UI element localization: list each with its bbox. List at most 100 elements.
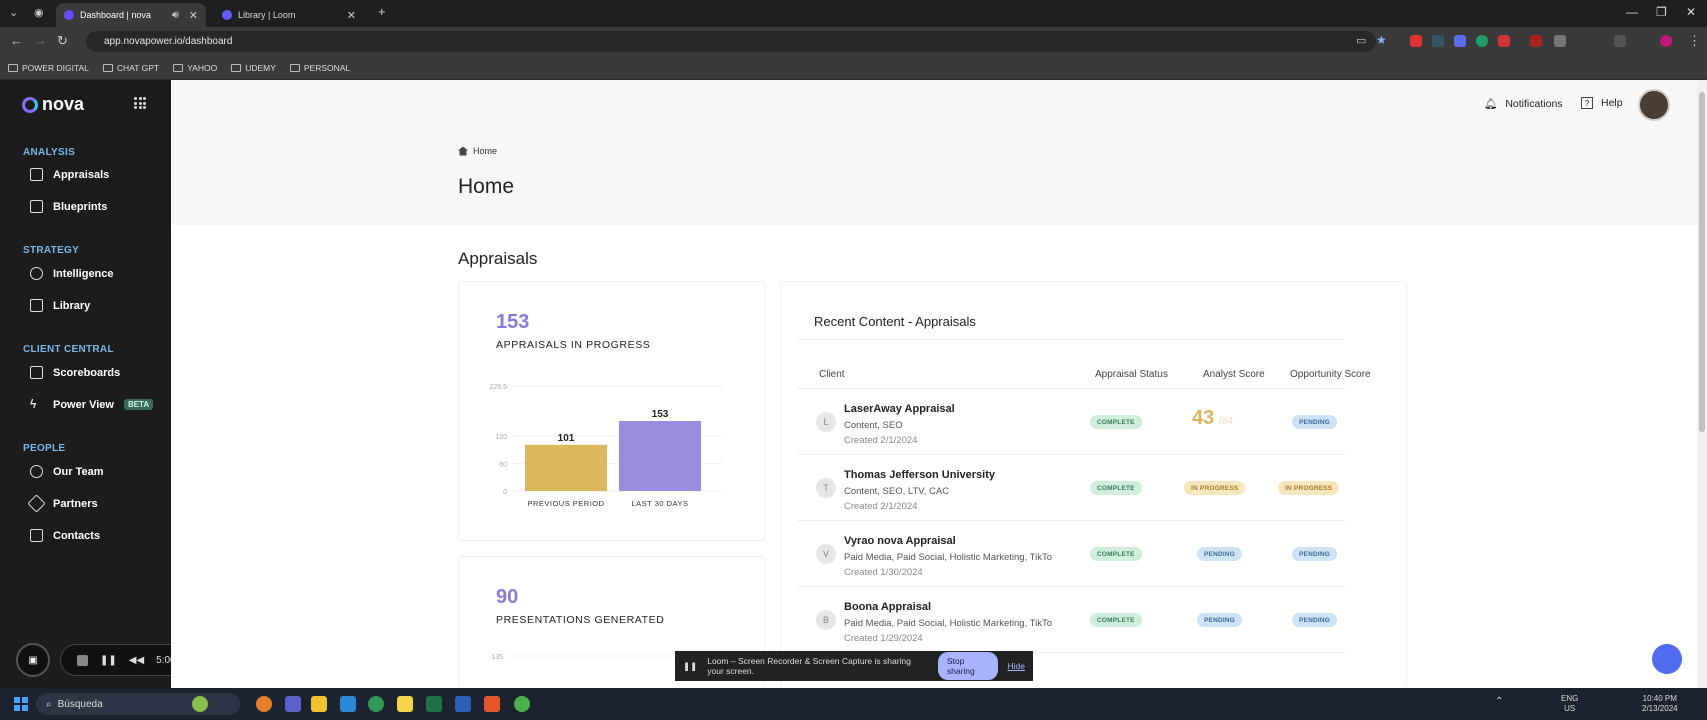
extension-icon[interactable] — [1530, 35, 1542, 47]
extension-icon[interactable] — [1432, 35, 1444, 47]
table-row[interactable]: B Boona Appraisal Paid Media, Paid Socia… — [797, 586, 1345, 652]
client-name[interactable]: Thomas Jefferson University — [844, 469, 995, 481]
new-tab-button[interactable]: + — [378, 4, 386, 19]
table-row[interactable]: V Vyrao nova Appraisal Paid Media, Paid … — [797, 520, 1345, 586]
chrome-icon[interactable] — [368, 696, 384, 712]
client-name[interactable]: LaserAway Appraisal — [844, 403, 955, 415]
sidebar-item-power-view[interactable]: ϟ Power View BETA — [30, 398, 154, 411]
record-icon[interactable]: ◉ — [34, 7, 44, 19]
bookmark-udemy[interactable]: UDEMY — [231, 63, 276, 73]
column-header-appraisal-status[interactable]: Appraisal Status — [1095, 369, 1168, 380]
chat-support-button[interactable] — [1652, 644, 1682, 674]
minimize-icon[interactable]: — — [1626, 5, 1638, 19]
bookmark-personal[interactable]: PERSONAL — [289, 63, 350, 73]
tab-search-icon[interactable]: ⌄ — [9, 7, 19, 19]
help-icon: ? — [1581, 97, 1593, 109]
bookmark-star-icon[interactable]: ★ — [1376, 33, 1387, 47]
stat-label: PRESENTATIONS GENERATED — [496, 614, 665, 626]
sidebar-item-appraisals[interactable]: Appraisals — [30, 168, 109, 181]
stat-card-appraisals-in-progress: 153 APPRAISALS IN PROGRESS 229.5 120 60 0 10… — [458, 281, 765, 541]
bookmark-power-digital[interactable]: POWER DIGITAL — [8, 63, 89, 73]
extension-icon[interactable] — [1498, 35, 1510, 47]
bookmark-chat-gpt[interactable]: CHAT GPT — [102, 63, 159, 73]
tab-library-loom[interactable]: Library | Loom ✕ — [214, 3, 364, 27]
stat-value: 90 — [496, 586, 519, 608]
column-header-client[interactable]: Client — [819, 369, 845, 380]
pause-icon[interactable]: ❚❚ — [100, 654, 117, 666]
client-name[interactable]: Vyrao nova Appraisal — [844, 535, 956, 547]
file-explorer-icon[interactable] — [311, 696, 327, 712]
word-icon[interactable] — [455, 696, 471, 712]
nova-logo[interactable]: nova — [22, 94, 84, 115]
breadcrumb-home[interactable]: Home — [473, 146, 498, 156]
language-indicator[interactable]: ENG US — [1561, 694, 1579, 713]
close-icon[interactable]: ✕ — [188, 9, 198, 22]
page-scrollbar[interactable] — [1697, 80, 1707, 688]
opportunity-badge: PENDING — [1292, 415, 1338, 429]
excel-icon[interactable] — [426, 696, 442, 712]
forward-icon[interactable]: → — [34, 33, 47, 48]
profile-avatar[interactable] — [1660, 35, 1672, 47]
stop-sharing-button[interactable]: Stop sharing — [937, 652, 998, 680]
close-icon[interactable]: ✕ — [346, 9, 356, 22]
column-header-opportunity-score[interactable]: Opportunity Score — [1290, 369, 1371, 380]
sidebar-item-scoreboards[interactable]: Scoreboards — [30, 366, 120, 379]
address-bar[interactable]: app.novapower.io/dashboard — [86, 31, 1376, 52]
clock[interactable]: 10:40 PM 2/13/2024 — [1642, 694, 1678, 713]
restore-icon[interactable]: ❐ — [1656, 5, 1667, 19]
table-row[interactable]: T Thomas Jefferson University Content, S… — [797, 454, 1345, 520]
client-name[interactable]: Boona Appraisal — [844, 601, 931, 613]
puzzle-icon[interactable] — [1554, 35, 1566, 47]
reload-icon[interactable]: ↻ — [57, 33, 68, 48]
pause-icon: ❚❚ — [683, 660, 698, 671]
windows-start-icon[interactable] — [14, 697, 28, 711]
sidebar-item-library[interactable]: Library — [30, 299, 90, 312]
sidebar-item-partners[interactable]: Partners — [27, 494, 98, 513]
bookmark-yahoo[interactable]: YAHOO — [173, 63, 217, 73]
store-icon[interactable] — [340, 696, 356, 712]
weather-icon[interactable] — [192, 696, 208, 712]
cast-icon[interactable]: ▭ — [1356, 35, 1367, 47]
notifications-button[interactable]: 🔔︎ Notifications — [1484, 97, 1563, 111]
tab-dashboard[interactable]: Dashboard | nova 🔊︎ ✕ — [56, 3, 206, 27]
menu-icon[interactable]: ⋮ — [1688, 33, 1701, 48]
handshake-icon — [27, 494, 46, 513]
data-label: 153 — [652, 409, 669, 420]
apps-grid-icon[interactable] — [134, 97, 146, 109]
loom-camera-button[interactable]: ▣ — [16, 643, 50, 677]
grammarly-icon[interactable] — [1476, 35, 1488, 47]
hide-banner-link[interactable]: Hide — [1007, 661, 1025, 671]
speaker-icon[interactable]: 🔊︎ — [171, 8, 179, 21]
scrollbar-thumb[interactable] — [1699, 92, 1705, 432]
extension-icon[interactable] — [1454, 35, 1466, 47]
help-button[interactable]: ? Help — [1581, 97, 1623, 109]
user-avatar[interactable] — [1638, 89, 1670, 121]
back-icon[interactable]: ← — [10, 33, 23, 48]
folder-icon — [8, 63, 18, 72]
sidebar-item-intelligence[interactable]: Intelligence — [30, 267, 114, 280]
bar-chart-appraisals: 229.5 120 60 0 101 PREVIOUS PERIOD 153 LAST 30 … — [489, 384, 723, 508]
bell-icon: 🔔︎ — [1484, 98, 1498, 110]
tray-chevron-icon[interactable]: ⌃ — [1495, 696, 1504, 707]
brave-icon[interactable] — [484, 696, 500, 712]
sticky-notes-icon[interactable] — [397, 696, 413, 712]
column-header-analyst-score[interactable]: Analyst Score — [1203, 369, 1265, 380]
sidebar-item-contacts[interactable]: Contacts — [30, 529, 100, 542]
close-window-icon[interactable]: ✕ — [1686, 5, 1697, 19]
sidepanel-icon[interactable] — [1614, 35, 1626, 47]
widget-app-icon[interactable] — [256, 696, 272, 712]
main-content: 🔔︎ Notifications ? Help Home Home Apprai… — [171, 80, 1707, 688]
section-title-strategy: STRATEGY — [23, 245, 80, 256]
table-row[interactable]: L LaserAway Appraisal Content, SEO Creat… — [797, 388, 1345, 454]
home-icon[interactable] — [458, 146, 468, 156]
sidebar-item-blueprints[interactable]: Blueprints — [30, 200, 107, 213]
table-row[interactable] — [797, 652, 1345, 688]
stop-recording-button[interactable] — [77, 654, 88, 666]
sidebar-item-our-team[interactable]: Our Team — [30, 465, 104, 478]
windows-taskbar: ⌕ Búsqueda ⌃ ENG US 10:40 PM 2/13/2024 — [0, 688, 1707, 720]
rewind-icon[interactable]: ◀◀ — [128, 654, 145, 666]
teams-icon[interactable] — [285, 696, 301, 712]
chrome-profile-icon[interactable] — [514, 696, 530, 712]
taskbar-search[interactable]: ⌕ Búsqueda — [36, 693, 240, 715]
extension-icon[interactable] — [1410, 35, 1422, 47]
